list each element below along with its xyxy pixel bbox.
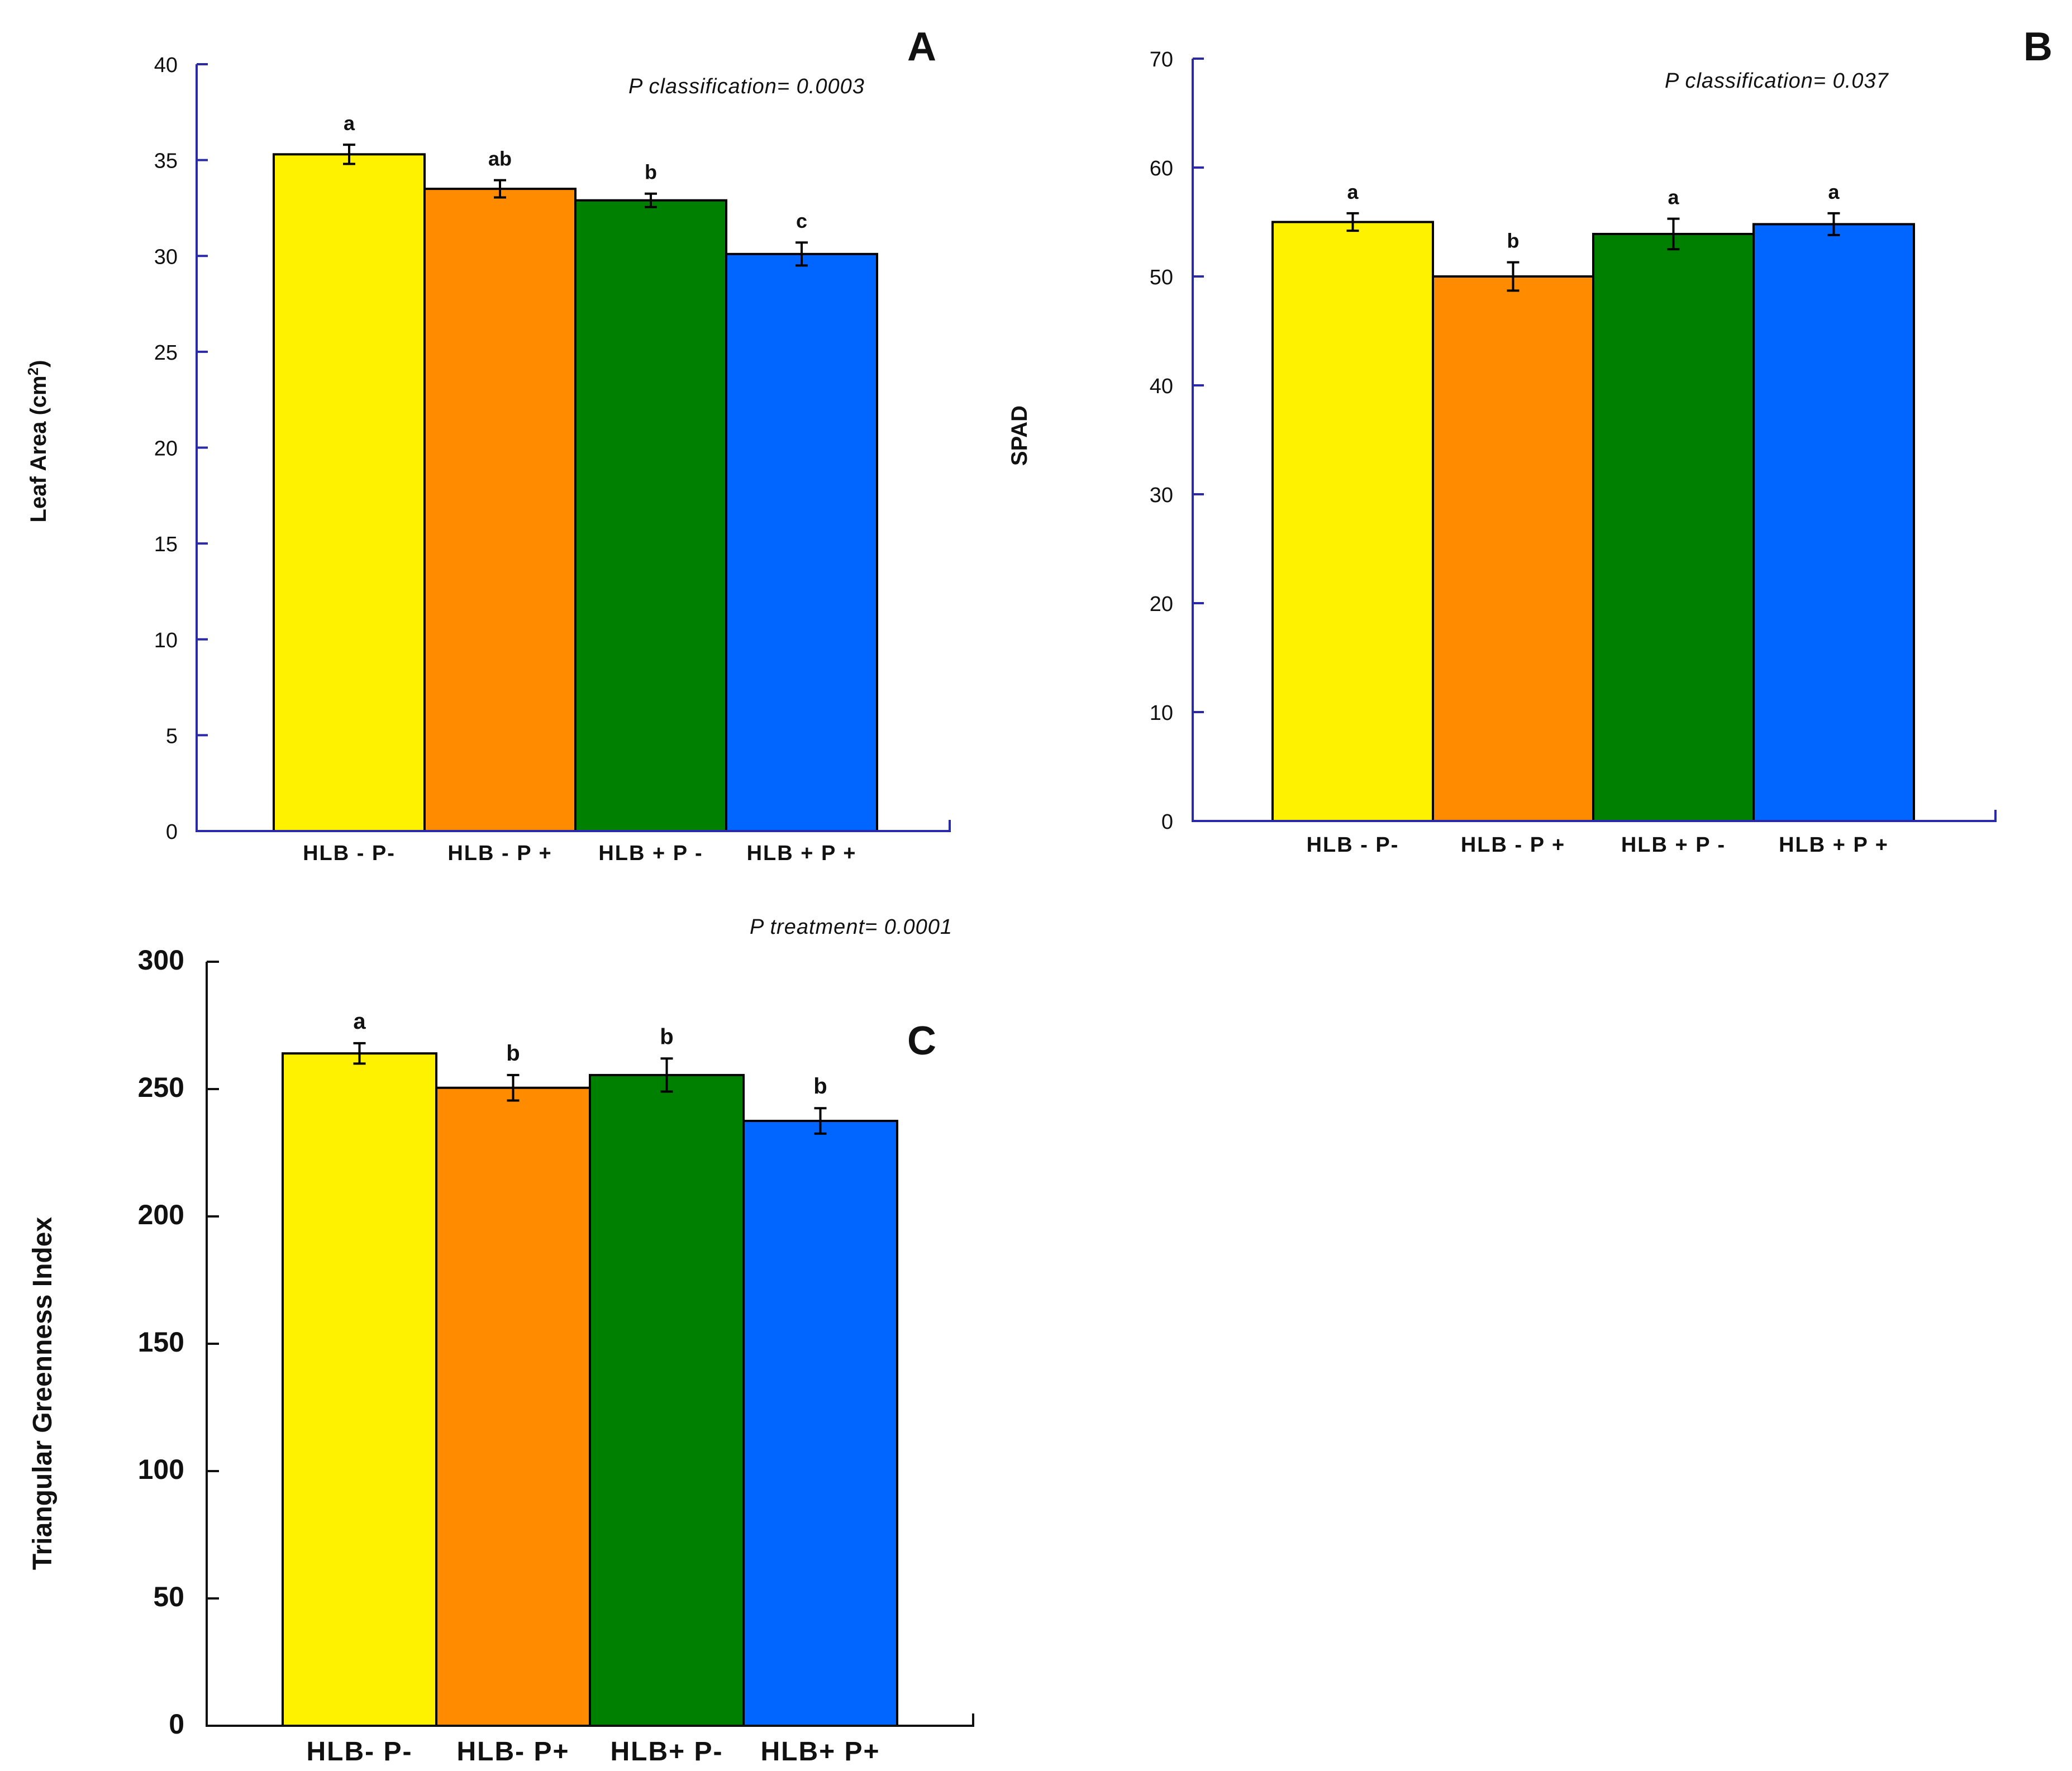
panel-a-bar-1 <box>273 153 426 832</box>
panel-a-y-tick-label-3: 15 <box>154 533 178 556</box>
panel-a-y-tick-label-6: 30 <box>154 245 178 269</box>
panel-c-error-bar-1 <box>353 1042 366 1065</box>
panel-a-significance-letter-4: c <box>796 209 807 232</box>
panel-b-label: B <box>2023 25 2052 69</box>
panel-c-error-bar-4 <box>814 1107 827 1135</box>
panel-c-bar-3 <box>589 1073 745 1727</box>
panel-a-y-tick-label-2: 10 <box>154 629 178 652</box>
panel-b-spad-chart: B P classification= 0.037 SPAD a HLB - P-… <box>1007 25 2052 857</box>
panel-c-category-label-4: HLB+ P+ <box>760 1737 880 1767</box>
panel-c-category-label-2: HLB- P+ <box>456 1737 569 1767</box>
panel-a-y-tick-label-0: 0 <box>166 820 178 844</box>
panel-a-significance-letter-1: a <box>344 112 355 135</box>
panel-a-category-label-3: HLB + P - <box>598 842 703 865</box>
panel-b-significance-letter-4: a <box>1828 180 1840 203</box>
panel-b-significance-letter-3: a <box>1668 186 1679 209</box>
panel-b-y-tick-label-5: 50 <box>1150 266 1173 289</box>
panel-c-y-tick-label-2: 100 <box>138 1454 184 1485</box>
panel-a-category-label-2: HLB - P + <box>447 842 552 865</box>
panel-c-y-axis-title: Triangular Greenness Index <box>28 1217 58 1570</box>
panel-a-label: A <box>907 25 936 69</box>
panel-b-significance-letter-1: a <box>1347 180 1359 203</box>
panel-b-y-tick-label-3: 30 <box>1150 484 1173 507</box>
panel-b-y-axis-title: SPAD <box>1007 405 1032 466</box>
panel-b-axes <box>1192 59 1997 822</box>
panel-a-y-axis-title: Leaf Area (cm2) <box>25 360 51 523</box>
panel-a-y-tick-label-4: 20 <box>154 437 178 461</box>
panel-c-label: C <box>907 1019 936 1063</box>
panel-a-bar-4 <box>725 252 878 832</box>
panel-c-bar-4 <box>742 1120 898 1727</box>
panel-a-error-bar-2 <box>494 179 506 199</box>
panel-a-error-bar-4 <box>796 241 808 267</box>
panel-a-significance-letter-3: b <box>645 161 657 184</box>
panel-a-bar-2 <box>423 188 577 832</box>
panel-a-y-tick-label-1: 5 <box>166 724 178 748</box>
panel-b-category-label-2: HLB - P + <box>1461 833 1565 857</box>
panel-b-bar-3 <box>1592 232 1755 823</box>
panel-a-y-tick-label-7: 35 <box>154 150 178 173</box>
panel-c-y-tick-label-3: 150 <box>138 1326 184 1358</box>
panel-b-category-label-1: HLB - P- <box>1307 833 1399 857</box>
panel-c-significance-letter-4: b <box>813 1074 827 1099</box>
panel-c-y-tick-label-6: 300 <box>138 944 184 976</box>
panel-a-p-value-note: P classification= 0.0003 <box>628 75 865 98</box>
panel-b-bar-2 <box>1432 275 1594 822</box>
panel-b-error-bar-4 <box>1827 212 1840 236</box>
panel-c-y-tick-label-0: 0 <box>169 1708 184 1740</box>
panel-a-category-label-1: HLB - P- <box>303 842 396 865</box>
panel-b-y-tick-label-7: 70 <box>1150 48 1173 71</box>
panel-c-y-tick-label-4: 200 <box>138 1199 184 1230</box>
panel-c-greenness-chart: C P treatment= 0.0001 Triangular Greenne… <box>28 915 974 1767</box>
panel-b-y-tick-label-2: 20 <box>1150 593 1173 616</box>
panel-c-p-value-note: P treatment= 0.0001 <box>750 915 952 939</box>
panel-b-category-label-4: HLB + P + <box>1779 833 1889 857</box>
panel-b-p-value-note: P classification= 0.037 <box>1665 69 1889 93</box>
panel-c-category-label-3: HLB+ P- <box>610 1737 723 1767</box>
panel-c-y-tick-label-5: 250 <box>138 1072 184 1103</box>
panel-b-significance-letter-2: b <box>1507 230 1520 252</box>
panel-c-significance-letter-2: b <box>506 1041 520 1066</box>
panel-c-y-tick-label-1: 50 <box>153 1581 184 1612</box>
panel-c-bar-2 <box>435 1086 591 1727</box>
panel-b-y-tick-label-0: 0 <box>1161 810 1173 834</box>
panel-a-y-tick-label-5: 25 <box>154 341 178 365</box>
panel-b-bar-4 <box>1752 223 1915 822</box>
panel-c-error-bar-3 <box>660 1057 673 1093</box>
panel-a-error-bar-3 <box>645 192 657 208</box>
panel-b-y-tick-label-6: 60 <box>1150 157 1173 180</box>
panel-c-significance-letter-1: a <box>353 1009 366 1034</box>
panel-b-error-bar-1 <box>1346 212 1359 232</box>
panel-a-significance-letter-2: ab <box>488 147 512 170</box>
panel-a-bar-3 <box>574 199 727 832</box>
panel-c-category-label-1: HLB- P- <box>307 1737 413 1767</box>
panel-a-error-bar-1 <box>343 144 355 165</box>
panel-b-y-tick-label-1: 10 <box>1150 701 1173 725</box>
panel-c-significance-letter-3: b <box>660 1024 673 1049</box>
panel-b-error-bar-2 <box>1507 261 1520 292</box>
panel-a-leaf-area-chart: A P classification= 0.0003 Leaf Area (cm… <box>25 25 951 865</box>
panel-a-y-tick-label-8: 40 <box>154 54 178 77</box>
panel-c-bar-1 <box>282 1052 437 1727</box>
panel-b-y-tick-label-4: 40 <box>1150 375 1173 398</box>
panel-a-category-label-4: HLB + P + <box>747 842 857 865</box>
panel-c-error-bar-2 <box>507 1073 520 1102</box>
panel-b-error-bar-3 <box>1667 217 1680 251</box>
panel-b-bar-1 <box>1271 221 1434 822</box>
panel-b-category-label-3: HLB + P - <box>1621 833 1726 857</box>
